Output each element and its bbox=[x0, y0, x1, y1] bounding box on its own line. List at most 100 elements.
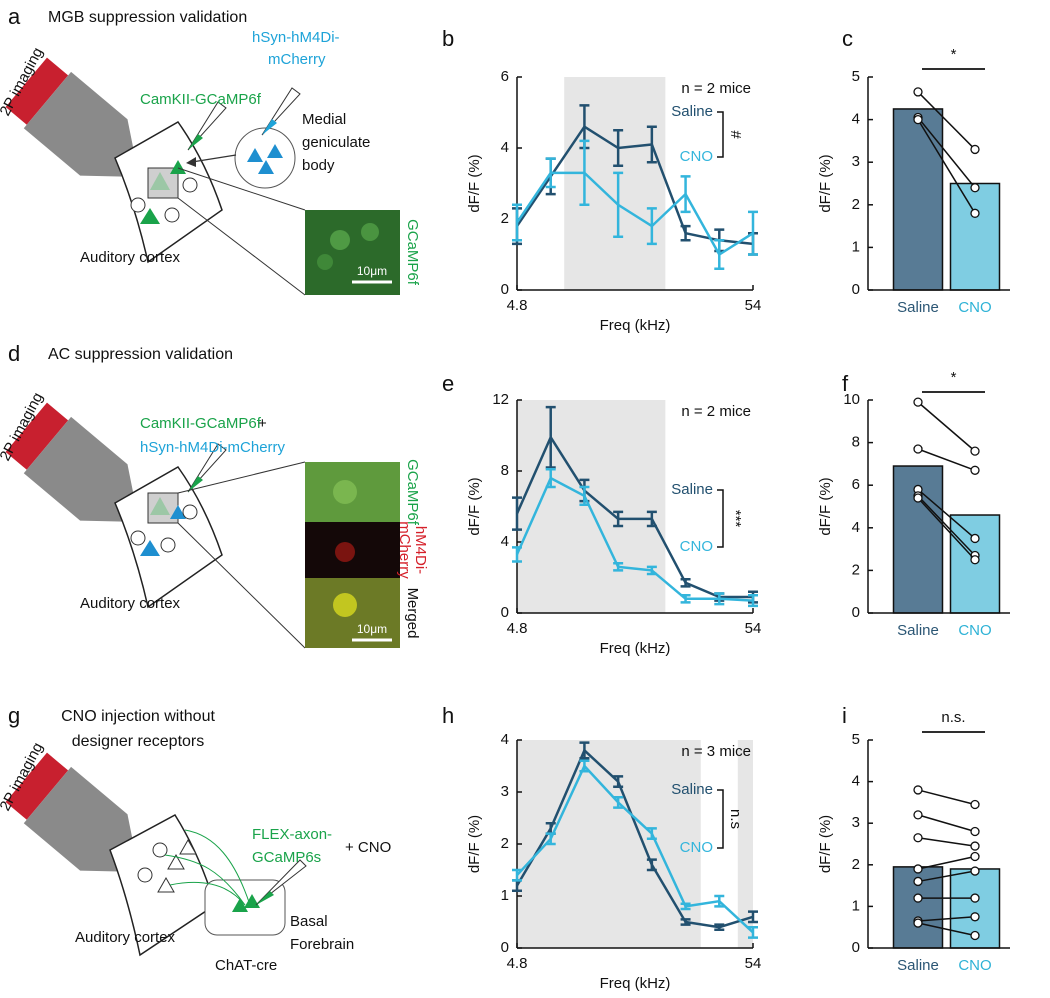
x-tick-label: 4.8 bbox=[507, 297, 528, 314]
x-tick-label: CNO bbox=[958, 957, 991, 974]
x-tick-label: 4.8 bbox=[507, 955, 528, 972]
target-label: body bbox=[302, 157, 335, 174]
x-tick-label: 54 bbox=[745, 297, 762, 314]
pair-point bbox=[970, 893, 980, 903]
panel-letter: e bbox=[442, 371, 454, 396]
neuron bbox=[170, 160, 186, 174]
target-label: Forebrain bbox=[290, 936, 354, 953]
x-tick-label: CNO bbox=[958, 299, 991, 316]
pair-point bbox=[913, 785, 923, 795]
legend-label: CNO bbox=[680, 538, 713, 555]
x-tick-label: 54 bbox=[745, 620, 762, 637]
significance-bracket bbox=[717, 489, 724, 548]
y-axis-label: dF/F (%) bbox=[817, 815, 834, 873]
micrograph-cell bbox=[361, 223, 379, 241]
y-tick-label: 0 bbox=[501, 939, 509, 956]
pair-line bbox=[917, 91, 976, 150]
pair-point bbox=[970, 930, 980, 941]
series-line bbox=[516, 763, 754, 934]
panel-letter: b bbox=[442, 26, 454, 51]
pair-point bbox=[913, 833, 923, 843]
bar bbox=[892, 108, 944, 291]
pair-point bbox=[970, 144, 980, 155]
panel-letter: g bbox=[8, 703, 20, 728]
pair-point bbox=[913, 876, 923, 887]
target-label: geniculate bbox=[302, 134, 370, 151]
legend-label: CNO bbox=[680, 839, 713, 856]
panel-letter: i bbox=[842, 703, 847, 728]
microscope-cap bbox=[5, 752, 69, 820]
y-tick-label: 6 bbox=[852, 476, 860, 493]
indicator-label: GCaMP6s bbox=[252, 849, 321, 866]
microscope-body bbox=[23, 416, 137, 522]
pair-line bbox=[917, 495, 976, 557]
annotation: n = 2 mice bbox=[681, 80, 751, 97]
shaded-region bbox=[564, 77, 666, 290]
panel-letter: a bbox=[8, 4, 21, 29]
y-tick-label: 1 bbox=[501, 887, 509, 904]
pair-line bbox=[917, 448, 976, 471]
neuron bbox=[179, 838, 197, 855]
y-tick-label: 0 bbox=[501, 281, 509, 298]
scale-label: 10μm bbox=[357, 622, 387, 636]
y-axis-label: dF/F (%) bbox=[466, 815, 483, 873]
pair-line bbox=[917, 119, 976, 214]
mouse-label: ChAT-cre bbox=[215, 957, 277, 974]
microscope-cap bbox=[5, 402, 69, 470]
y-tick-label: 5 bbox=[852, 731, 860, 748]
y-axis-label: dF/F (%) bbox=[466, 154, 483, 212]
legend-label: Saline bbox=[671, 781, 713, 798]
virus-label: hSyn-hM4Di-mCherry bbox=[140, 439, 286, 456]
image-label: Merged bbox=[404, 588, 421, 639]
panel-letter: f bbox=[842, 371, 849, 396]
pair-point bbox=[970, 866, 980, 876]
pair-line bbox=[917, 488, 976, 540]
x-tick-label: Saline bbox=[897, 622, 939, 639]
significance: * bbox=[951, 369, 957, 386]
indicator-label: CamKII-GCaMP6f bbox=[140, 91, 262, 108]
pair-point bbox=[970, 183, 980, 193]
panel-letter: h bbox=[442, 703, 454, 728]
arrow-head bbox=[186, 157, 196, 167]
neuron bbox=[150, 172, 170, 190]
neuron bbox=[150, 497, 170, 515]
pair-point bbox=[970, 208, 980, 218]
x-tick-label: Saline bbox=[897, 299, 939, 316]
cell bbox=[164, 207, 180, 223]
image-label: GCaMP6f bbox=[404, 219, 421, 286]
pipette-tip bbox=[188, 476, 203, 492]
pipette-tip bbox=[256, 891, 274, 905]
pair-line bbox=[917, 497, 976, 561]
x-tick-label: Saline bbox=[897, 957, 939, 974]
pair-point bbox=[970, 912, 980, 922]
axon bbox=[169, 881, 246, 906]
x-tick-label: 54 bbox=[745, 955, 762, 972]
micrograph-cell bbox=[333, 480, 357, 504]
pair-point bbox=[970, 799, 980, 810]
y-tick-label: 0 bbox=[852, 281, 860, 298]
pair-line bbox=[917, 401, 976, 452]
y-axis-label: dF/F (%) bbox=[466, 477, 483, 535]
cell bbox=[137, 867, 153, 883]
axon bbox=[164, 854, 246, 906]
pair-point bbox=[970, 446, 980, 456]
y-tick-label: 4 bbox=[501, 139, 509, 156]
y-tick-label: 0 bbox=[501, 604, 509, 621]
series-line bbox=[515, 434, 753, 599]
pair-line bbox=[917, 837, 976, 847]
panel-title: CNO injection without bbox=[61, 708, 215, 725]
significance: # bbox=[727, 130, 744, 139]
significance-bracket bbox=[717, 111, 724, 158]
neuron bbox=[258, 160, 274, 174]
y-tick-label: 4 bbox=[852, 773, 860, 790]
significance: n.s. bbox=[941, 709, 965, 726]
pair-point bbox=[970, 555, 980, 565]
y-tick-label: 2 bbox=[501, 210, 509, 227]
region-label: Auditory cortex bbox=[80, 249, 181, 266]
target-label: Basal bbox=[290, 913, 328, 930]
cell bbox=[152, 842, 168, 858]
y-tick-label: 8 bbox=[501, 462, 509, 479]
y-tick-label: 2 bbox=[501, 835, 509, 852]
y-axis-label: dF/F (%) bbox=[817, 477, 834, 535]
